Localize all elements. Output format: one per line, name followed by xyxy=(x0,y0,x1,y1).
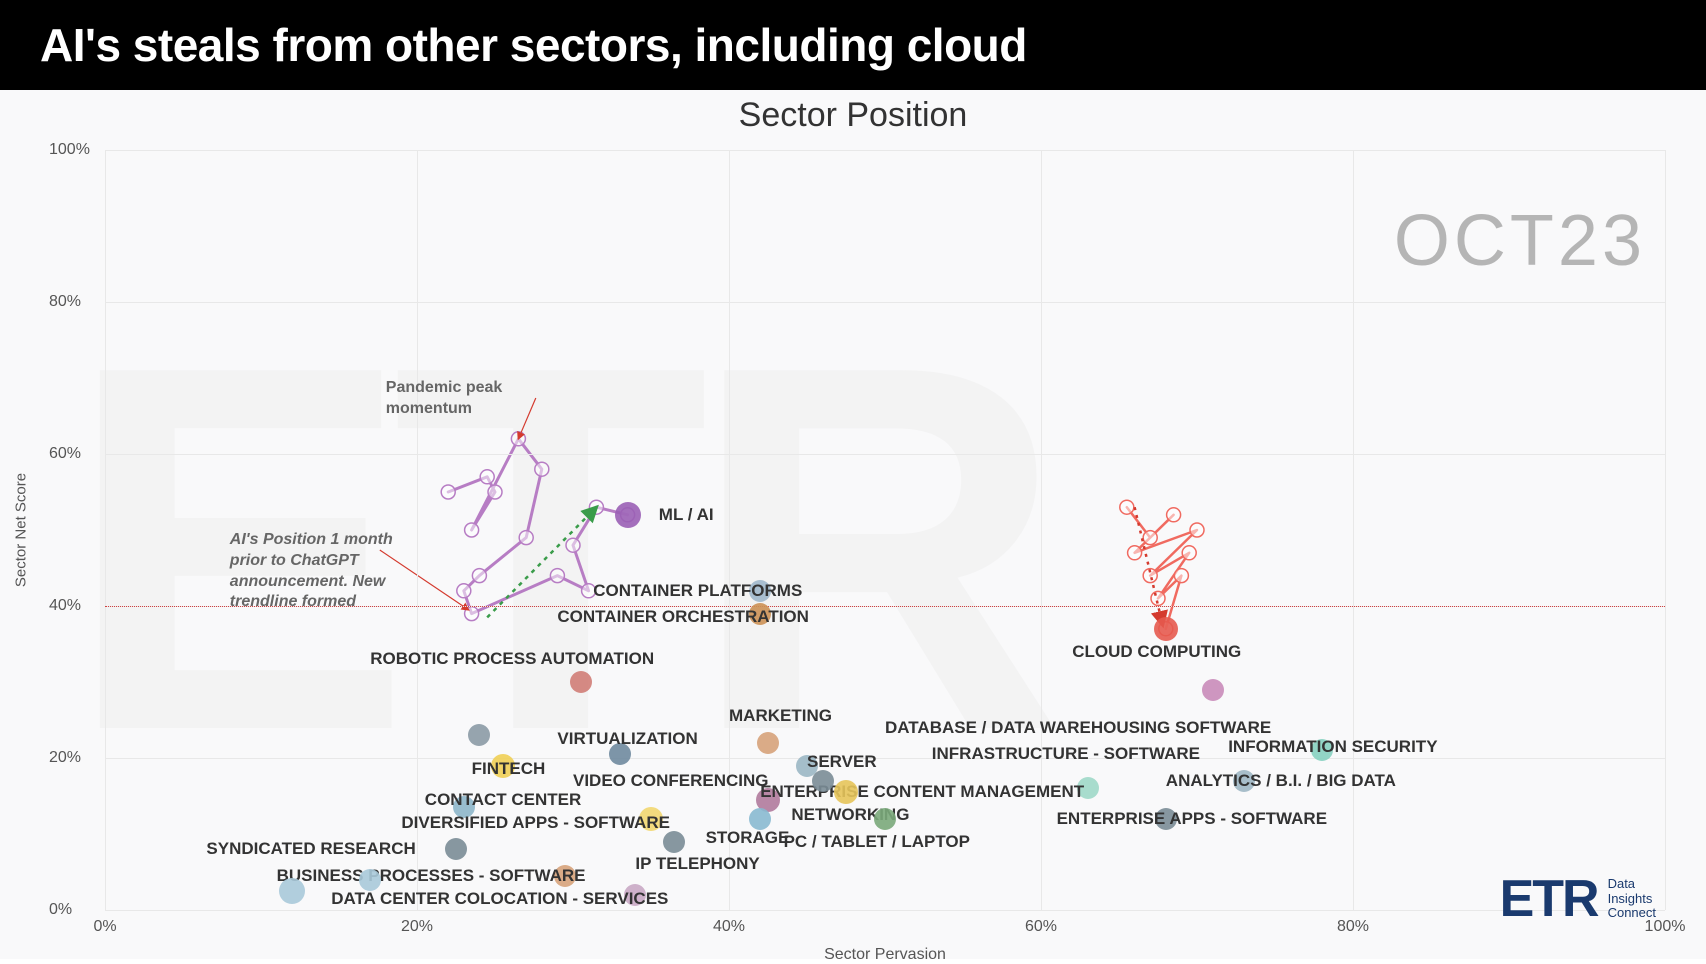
data-point-label: CONTAINER PLATFORMS xyxy=(593,581,802,601)
data-point-label: SERVER xyxy=(807,752,877,772)
y-tick: 100% xyxy=(49,141,90,159)
data-point xyxy=(749,808,771,830)
data-point-label: ROBOTIC PROCESS AUTOMATION xyxy=(370,649,654,669)
x-tick: 40% xyxy=(713,918,745,936)
data-point xyxy=(874,808,896,830)
gridline-h xyxy=(105,910,1665,911)
data-point-label: IP TELEPHONY xyxy=(635,854,759,874)
gridline-h xyxy=(105,454,1665,455)
chart-area: Sector Position ETR Sector Net Score Sec… xyxy=(0,90,1706,959)
y-tick: 40% xyxy=(49,597,81,615)
data-point xyxy=(663,831,685,853)
header-bar: AI's steals from other sectors, includin… xyxy=(0,0,1706,90)
x-axis-label: Sector Pervasion xyxy=(824,946,946,964)
x-tick: 0% xyxy=(93,918,116,936)
page-title: AI's steals from other sectors, includin… xyxy=(40,18,1027,72)
x-tick: 60% xyxy=(1025,918,1057,936)
data-point xyxy=(615,502,641,528)
data-point-label: INFORMATION SECURITY xyxy=(1228,737,1437,757)
data-point-label: VIRTUALIZATION xyxy=(557,729,697,749)
gridline-v xyxy=(729,150,730,910)
data-point xyxy=(757,732,779,754)
gridline-v xyxy=(417,150,418,910)
data-point xyxy=(359,869,381,891)
data-point xyxy=(1202,679,1224,701)
x-tick: 80% xyxy=(1337,918,1369,936)
data-point-label: DATABASE / DATA WAREHOUSING SOFTWARE xyxy=(885,718,1271,738)
data-point-label: CONTACT CENTER xyxy=(425,790,581,810)
data-point xyxy=(279,878,305,904)
gridline-v xyxy=(105,150,106,910)
data-point xyxy=(570,671,592,693)
watermark-date: OCT23 xyxy=(1394,200,1646,282)
y-tick: 20% xyxy=(49,749,81,767)
data-point-label: DATA CENTER COLOCATION - SERVICES xyxy=(331,889,668,909)
data-point xyxy=(445,838,467,860)
gridline-h xyxy=(105,150,1665,151)
data-point xyxy=(812,770,834,792)
data-point-label: MARKETING xyxy=(729,706,832,726)
gridline-v xyxy=(1353,150,1354,910)
gridline-v xyxy=(1665,150,1666,910)
data-point-label: FINTECH xyxy=(472,759,546,779)
data-point xyxy=(1154,617,1178,641)
data-point-label: VIDEO CONFERENCING xyxy=(573,771,769,791)
data-point-label: DIVERSIFIED APPS - SOFTWARE xyxy=(401,813,670,833)
x-tick: 20% xyxy=(401,918,433,936)
etr-logo-mark: ETR xyxy=(1500,869,1598,929)
data-point-label: PC / TABLET / LAPTOP xyxy=(784,832,970,852)
y-tick: 60% xyxy=(49,445,81,463)
data-point-label: SYNDICATED RESEARCH xyxy=(206,839,415,859)
etr-logo-tagline: Data Insights Connect xyxy=(1608,877,1656,922)
data-point-label: CLOUD COMPUTING xyxy=(1072,642,1241,662)
chart-annotation: Pandemic peakmomentum xyxy=(386,378,503,420)
data-point xyxy=(834,780,858,804)
data-point-label: BUSINESS PROCESSES - SOFTWARE xyxy=(277,866,586,886)
gridline-h xyxy=(105,302,1665,303)
chart-annotation: AI's Position 1 monthprior to ChatGPTann… xyxy=(230,530,393,613)
data-point-label: CONTAINER ORCHESTRATION xyxy=(557,607,809,627)
etr-logo: ETR Data Insights Connect xyxy=(1500,869,1656,929)
data-point-label: STORAGE xyxy=(706,828,790,848)
gridline-h xyxy=(105,758,1665,759)
data-point-label: ENTERPRISE CONTENT MANAGEMENT xyxy=(760,782,1084,802)
data-point-label: ML / AI xyxy=(659,505,714,525)
chart-title: Sector Position xyxy=(0,90,1706,135)
data-point-label: ANALYTICS / B.I. / BIG DATA xyxy=(1166,771,1396,791)
data-point-label: ENTERPRISE APPS - SOFTWARE xyxy=(1057,809,1327,829)
data-point-label: INFRASTRUCTURE - SOFTWARE xyxy=(932,744,1200,764)
y-axis-label: Sector Net Score xyxy=(13,473,30,587)
y-tick: 0% xyxy=(49,901,72,919)
data-point xyxy=(468,724,490,746)
y-tick: 80% xyxy=(49,293,81,311)
